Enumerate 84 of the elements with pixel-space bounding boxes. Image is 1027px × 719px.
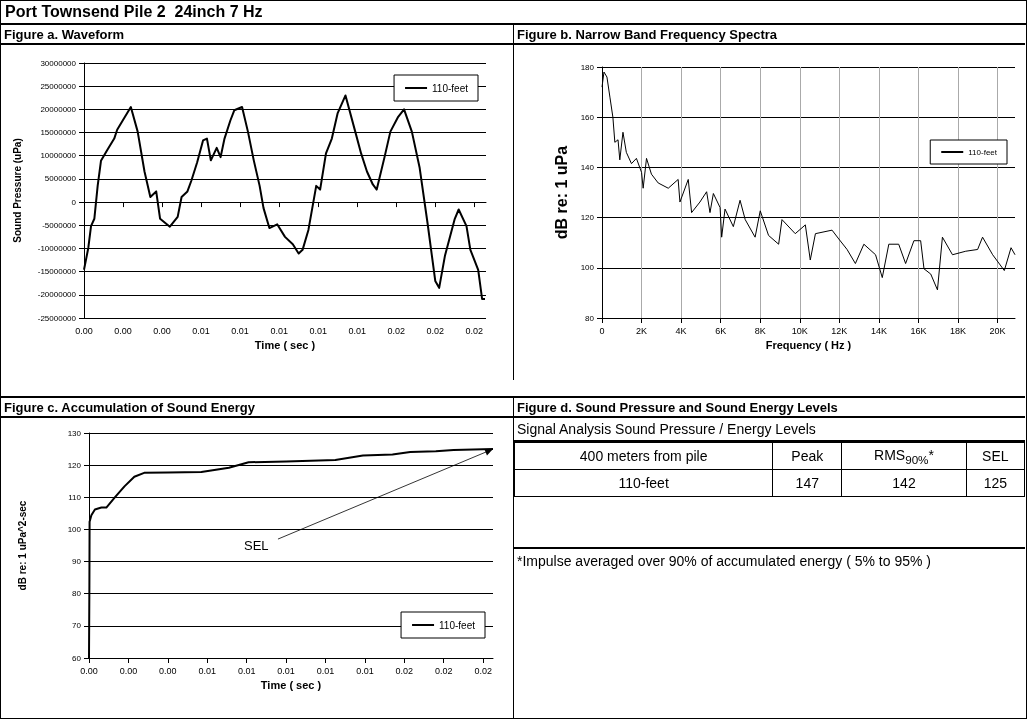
- x-tick-label: 12K: [831, 325, 848, 336]
- y-tick-label: 90: [72, 557, 82, 567]
- chart-title: Figure b. Narrow Band Frequency Spectra: [514, 25, 1025, 45]
- x-tick-label: 0.02: [387, 325, 405, 336]
- y-tick-label: -10000000: [37, 243, 77, 253]
- text: 400 meters from pile: [514, 442, 773, 470]
- y-tick-label: 120: [580, 213, 595, 223]
- x-tick-label: 0: [599, 325, 605, 336]
- y-tick-label: 160: [580, 112, 595, 122]
- y-tick-label: 0: [71, 197, 77, 207]
- y-tick-label: 100: [67, 524, 82, 534]
- x-tick-label: 0.01: [356, 665, 374, 676]
- y-tick-label: 60: [72, 653, 82, 663]
- x-tick-label: 10K: [791, 325, 808, 336]
- x-tick-label: 0.01: [277, 665, 295, 676]
- y-tick-label: 15000000: [40, 128, 77, 138]
- x-tick-label: 14K: [870, 325, 887, 336]
- y-axis-title: dB re: 1 uPa^2-sec: [16, 500, 28, 591]
- x-tick-label: 0.02: [426, 325, 445, 336]
- text: 125: [966, 469, 1025, 497]
- y-tick-label: -20000000: [37, 290, 77, 300]
- x-tick-label: 16K: [910, 325, 927, 336]
- x-tick-label: 8K: [754, 325, 766, 336]
- x-tick-label: 0.02: [395, 665, 414, 676]
- y-tick-label: 70: [72, 621, 82, 631]
- y-tick-label: 10000000: [40, 151, 77, 161]
- chart-subtitle: Figure a. Waveform: [1, 25, 513, 45]
- text: Peak: [772, 442, 842, 470]
- x-tick-label: 20K: [989, 325, 1006, 336]
- x-tick-label: 0.01: [237, 665, 256, 676]
- x-tick-label: 6K: [715, 325, 727, 336]
- x-tick-label: 0.02: [474, 665, 492, 676]
- x-axis-title: Time ( sec ): [254, 339, 316, 352]
- x-axis-title: Time ( sec ): [260, 679, 322, 692]
- text: 147: [772, 469, 842, 497]
- y-tick-label: 20000000: [40, 104, 77, 114]
- y-tick-label: -15000000: [37, 267, 77, 277]
- x-axis-title: Frequency ( Hz ): [765, 339, 852, 352]
- x-tick-label: 0.01: [192, 325, 210, 336]
- y-tick-label: -25000000: [37, 313, 77, 323]
- y-tick-label: 140: [580, 162, 595, 172]
- legend-label: 110-feet: [439, 619, 476, 631]
- x-tick-label: 0.00: [119, 665, 138, 676]
- annotation: SEL: [243, 538, 269, 554]
- text: SEL: [966, 442, 1025, 470]
- x-tick-label: 0.00: [80, 665, 98, 676]
- x-tick-label: 0.01: [270, 325, 288, 336]
- y-tick-label: 110: [68, 492, 82, 502]
- y-tick-label: 100: [580, 263, 595, 273]
- x-tick-label: 0.02: [434, 665, 453, 676]
- legend-label: 110-feet: [432, 82, 469, 94]
- x-tick-label: 0.01: [309, 325, 327, 336]
- legend-label: 110-feet: [968, 147, 998, 157]
- text: 142: [841, 469, 967, 497]
- x-tick-label: 0.02: [465, 325, 484, 336]
- text: *Impulse averaged over 90% of accumulated energy ( 5% to 95% ): [514, 547, 1025, 573]
- y-tick-label: -5000000: [42, 220, 77, 230]
- y-tick-label: 120: [67, 460, 82, 470]
- x-tick-label: 0.00: [75, 325, 93, 336]
- y-tick-label: 80: [72, 589, 82, 599]
- x-tick-label: 0.01: [348, 325, 366, 336]
- text: Signal Analysis Sound Pressure / Energy Levels: [514, 418, 1025, 442]
- text: RMS$_{90%}$*: [841, 442, 967, 470]
- y-tick-label: 180: [580, 62, 595, 72]
- text: Figure d. Sound Pressure and Sound Energy Levels: [514, 398, 1025, 418]
- chart-title: Port Townsend Pile 2 24inch 7 Hz: [1, 1, 1026, 25]
- y-tick-label: 5000000: [44, 174, 77, 184]
- x-tick-label: 0.00: [153, 325, 171, 336]
- chart-title: Figure c. Accumulation of Sound Energy: [1, 398, 513, 418]
- x-tick-label: 0.01: [231, 325, 249, 336]
- y-tick-label: 30000000: [40, 58, 77, 68]
- x-tick-label: 0.00: [159, 665, 177, 676]
- y-axis-title: dB re: 1 uPa: [553, 145, 571, 240]
- x-tick-label: 0.00: [114, 325, 132, 336]
- y-tick-label: 130: [67, 428, 82, 438]
- x-tick-label: 4K: [675, 325, 687, 336]
- y-axis-title: Sound Pressure (uPa): [11, 138, 23, 243]
- y-tick-label: 80: [585, 313, 595, 323]
- y-tick-label: 25000000: [40, 81, 77, 91]
- x-tick-label: 0.01: [316, 665, 335, 676]
- x-tick-label: 2K: [636, 325, 648, 336]
- text: 110-feet: [514, 469, 773, 497]
- x-tick-label: 18K: [950, 325, 967, 336]
- x-tick-label: 0.01: [198, 665, 217, 676]
